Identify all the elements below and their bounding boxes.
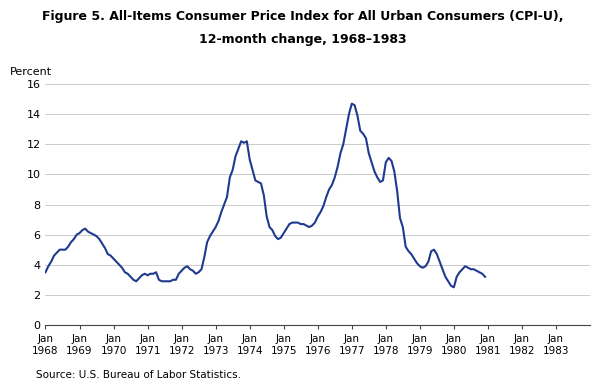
Text: Source: U.S. Bureau of Labor Statistics.: Source: U.S. Bureau of Labor Statistics. [36,370,241,380]
Text: 12-month change, 1968–1983: 12-month change, 1968–1983 [198,33,407,46]
Text: Percent: Percent [10,67,52,77]
Text: Figure 5. All-Items Consumer Price Index for All Urban Consumers (CPI-U),: Figure 5. All-Items Consumer Price Index… [42,10,563,23]
